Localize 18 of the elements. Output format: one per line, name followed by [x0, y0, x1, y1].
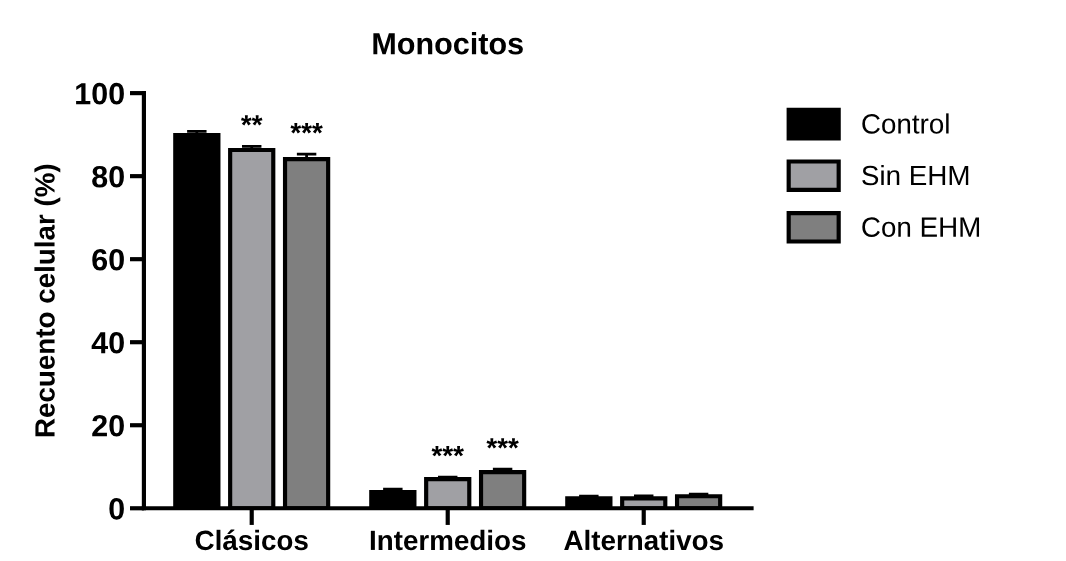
- data-label: ***: [486, 438, 519, 449]
- data-label: **: [240, 115, 263, 126]
- legend-label: Sin EHM: [862, 164, 969, 186]
- y-tick-label: 100: [76, 82, 124, 105]
- data-label: ***: [290, 123, 323, 134]
- x-tick-label: Clásicos: [195, 529, 308, 551]
- legend-label: Control: [862, 113, 949, 134]
- y-tick-label: 60: [92, 248, 124, 271]
- legend-label: Con EHM: [862, 217, 980, 237]
- chart-title: Monocitos: [373, 32, 523, 55]
- y-tick-label: 0: [109, 498, 124, 520]
- y-tick-label: 80: [92, 165, 124, 188]
- y-axis-title: Recuento celular (%): [34, 164, 61, 437]
- data-label: ***: [431, 446, 464, 457]
- y-tick-label: 40: [91, 331, 124, 354]
- x-tick-label: Intermedios: [370, 529, 526, 551]
- x-tick-label: Alternativos: [564, 529, 723, 551]
- y-tick-label: 20: [92, 414, 124, 437]
